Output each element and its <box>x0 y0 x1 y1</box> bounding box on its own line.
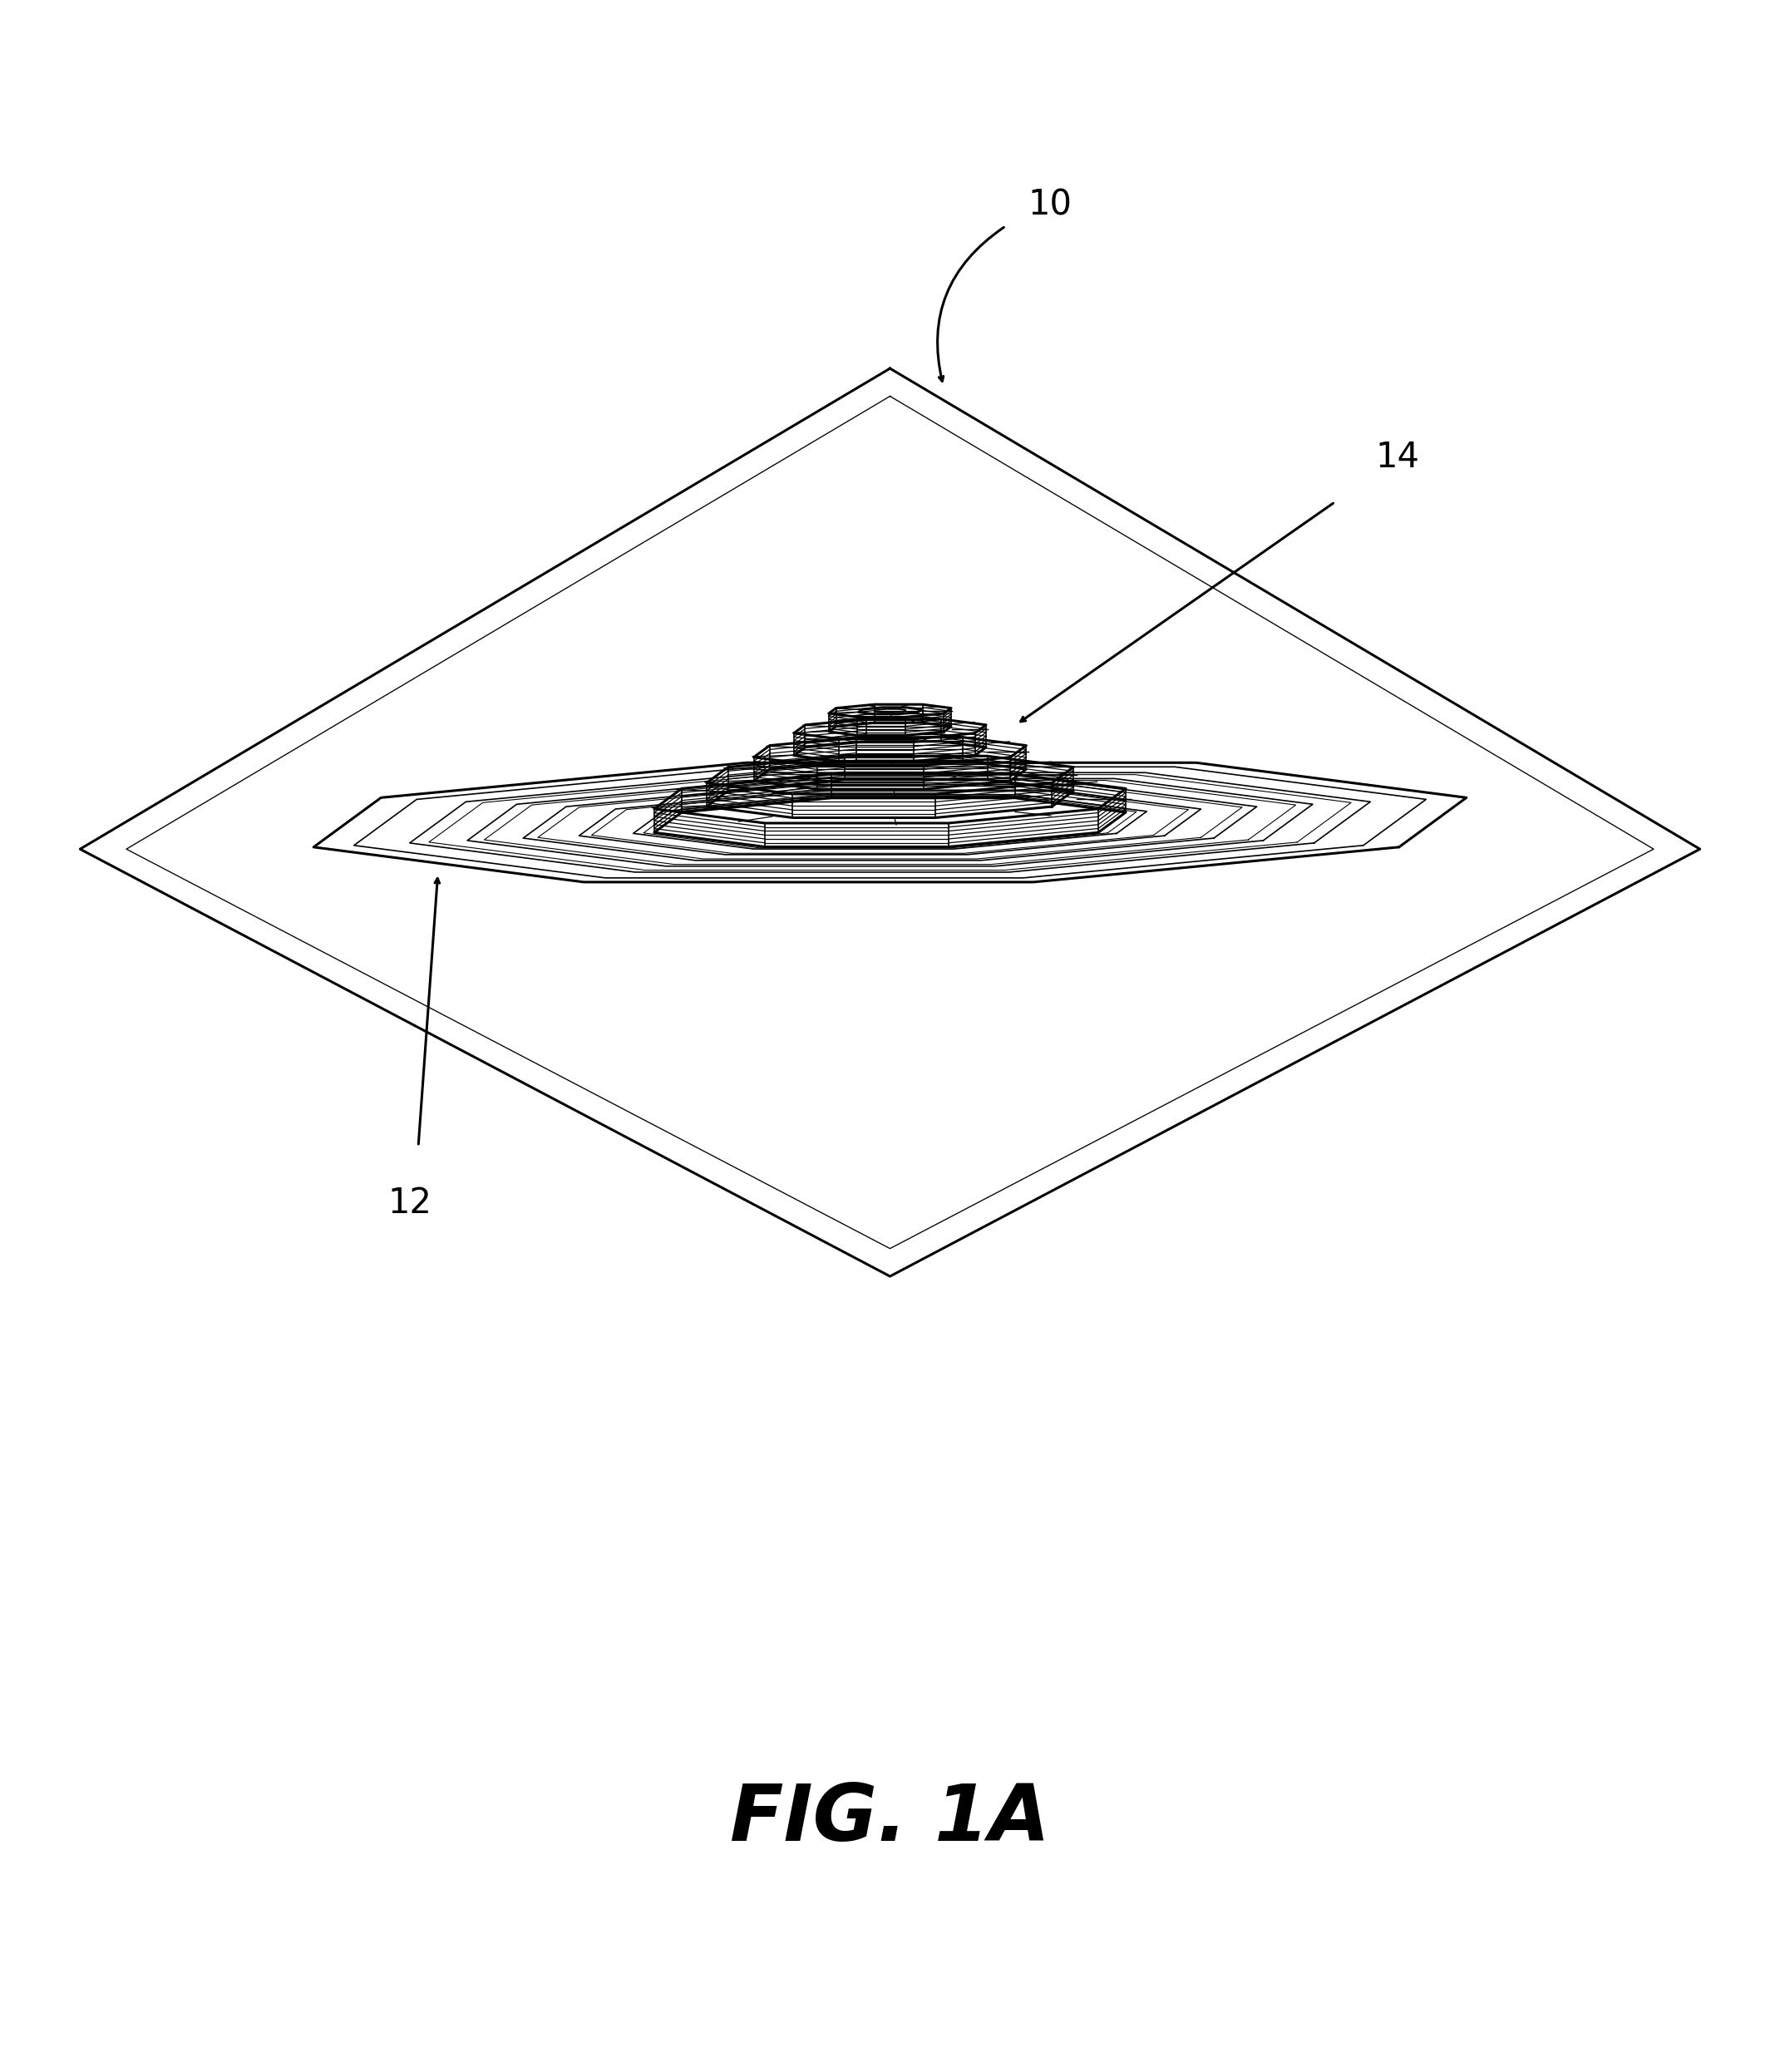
Text: 12: 12 <box>388 1185 431 1220</box>
Text: FIG. 1A: FIG. 1A <box>730 1782 1050 1857</box>
Text: 14: 14 <box>1376 439 1419 474</box>
Text: 10: 10 <box>1029 186 1072 222</box>
